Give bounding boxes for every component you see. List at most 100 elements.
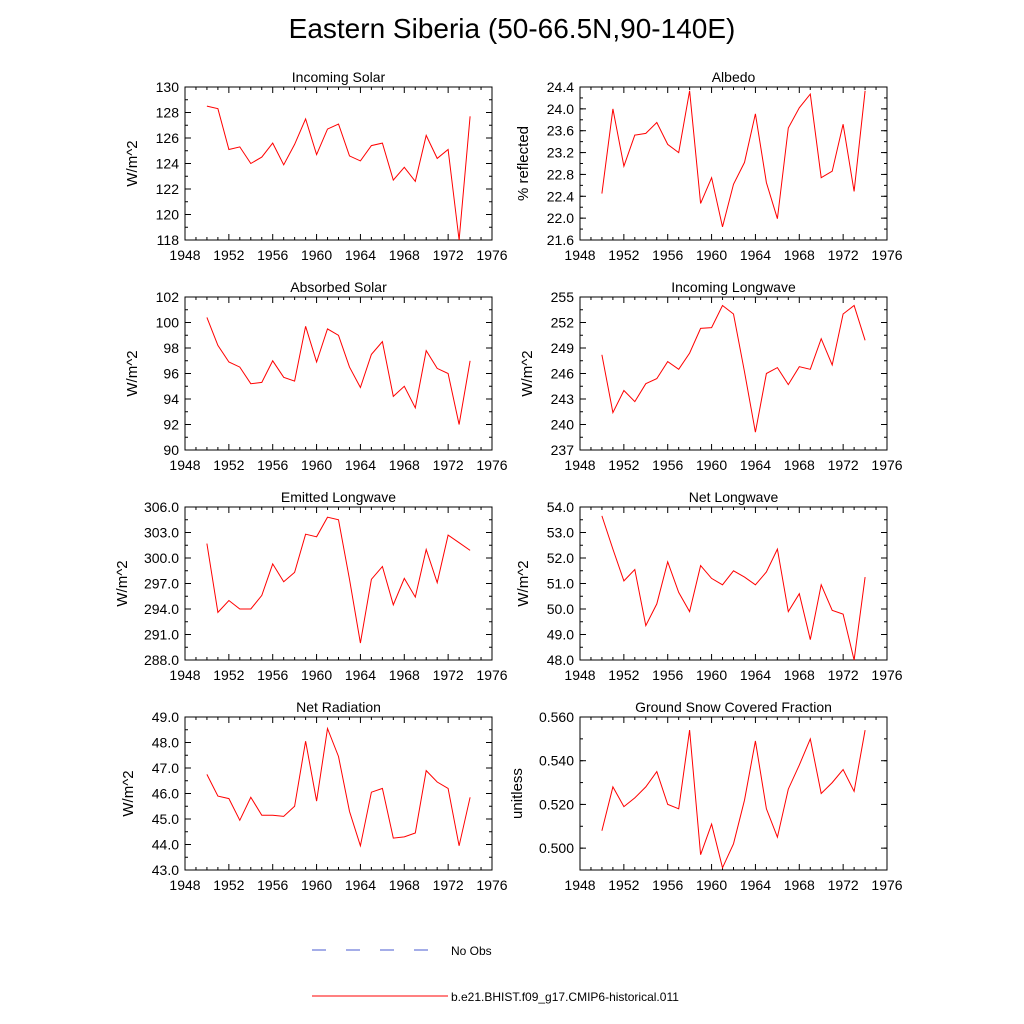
net-radiation-x-tick-label: 1976: [476, 877, 507, 893]
absorbed-solar-y-tick-label: 94: [163, 391, 179, 407]
albedo-y-tick-label: 22.4: [547, 188, 574, 204]
ground-snow-covered-fraction-plot-frame: [579, 716, 888, 871]
incoming-longwave-x-tick-label: 1960: [696, 457, 727, 473]
incoming-longwave-y-tick-label: 237: [551, 442, 575, 458]
emitted-longwave-x-tick-label: 1952: [213, 667, 244, 683]
emitted-longwave-x-tick-label: 1960: [301, 667, 332, 683]
absorbed-solar-x-tick-label: 1952: [213, 457, 244, 473]
absorbed-solar-y-tick-label: 90: [163, 442, 179, 458]
absorbed-solar-panel: Absorbed Solar 1948 1952 1956 1960 1964 1968 19…: [124, 279, 508, 473]
incoming-solar-x-tick-label: 1960: [301, 247, 332, 263]
net-longwave-x-tick-label: 1964: [740, 667, 771, 683]
albedo-y-axis-label: % reflected: [515, 126, 532, 201]
incoming-longwave-title: Incoming Longwave: [671, 279, 796, 295]
ground-snow-covered-fraction-x-tick-label: 1964: [740, 877, 771, 893]
absorbed-solar-x-tick-label: 1960: [301, 457, 332, 473]
incoming-longwave-y-tick-label: 243: [551, 391, 575, 407]
incoming-solar-y-axis-label: W/m^2: [124, 140, 141, 186]
incoming-solar-y-tick-label: 126: [156, 130, 180, 146]
emitted-longwave-panel: Emitted Longwave 1948 1952 1956 1960 1964 1968…: [114, 489, 508, 683]
emitted-longwave-y-tick-label: 288.0: [144, 652, 179, 668]
albedo-panel: Albedo 1948 1952 1956 1960 1964 1968 1972 1976 21…: [515, 69, 903, 263]
emitted-longwave-x-tick-label: 1956: [257, 667, 288, 683]
incoming-solar-y-tick-label: 118: [157, 232, 180, 248]
albedo-y-tick-label: 24.0: [547, 101, 574, 117]
albedo-series-line: [601, 90, 866, 228]
ground-snow-covered-fraction-y-tick-label: 0.560: [539, 709, 574, 725]
net-longwave-y-tick-label: 50.0: [547, 601, 574, 617]
emitted-longwave-series-line: [206, 516, 471, 644]
incoming-solar-x-tick-label: 1976: [476, 247, 507, 263]
absorbed-solar-x-tick-label: 1976: [476, 457, 507, 473]
ground-snow-covered-fraction-x-tick-label: 1968: [784, 877, 815, 893]
albedo-y-tick-label: 24.4: [547, 79, 574, 95]
net-radiation-title: Net Radiation: [296, 699, 381, 715]
absorbed-solar-y-tick-label: 96: [163, 366, 179, 382]
absorbed-solar-x-tick-label: 1948: [169, 457, 200, 473]
incoming-solar-x-tick-label: 1972: [433, 247, 464, 263]
emitted-longwave-y-tick-label: 297.0: [144, 576, 179, 592]
net-radiation-x-tick-label: 1948: [169, 877, 200, 893]
incoming-longwave-x-tick-label: 1972: [828, 457, 859, 473]
ground-snow-covered-fraction-x-tick-label: 1952: [608, 877, 639, 893]
incoming-solar-y-tick-label: 124: [156, 156, 180, 172]
net-longwave-series-line: [601, 515, 866, 661]
albedo-x-tick-label: 1956: [652, 247, 683, 263]
emitted-longwave-x-tick-label: 1968: [389, 667, 420, 683]
incoming-solar-x-tick-label: 1956: [257, 247, 288, 263]
net-radiation-y-tick-label: 43.0: [152, 862, 179, 878]
albedo-title: Albedo: [712, 69, 756, 85]
ground-snow-covered-fraction-series-line: [601, 730, 866, 870]
net-longwave-y-tick-label: 53.0: [547, 525, 574, 541]
albedo-y-tick-label: 22.0: [547, 210, 574, 226]
incoming-solar-plot-frame: [184, 86, 493, 241]
net-longwave-x-tick-label: 1972: [828, 667, 859, 683]
incoming-longwave-y-tick-label: 252: [551, 315, 575, 331]
net-longwave-y-tick-label: 51.0: [547, 576, 574, 592]
albedo-x-tick-label: 1948: [564, 247, 595, 263]
net-longwave-panel: Net Longwave 1948 1952 1956 1960 1964 1968 1972…: [515, 489, 903, 683]
ground-snow-covered-fraction-y-axis-label: unitless: [509, 768, 526, 819]
net-longwave-x-tick-label: 1976: [871, 667, 902, 683]
incoming-longwave-y-axis-label: W/m^2: [519, 350, 536, 396]
panels-group: Incoming Solar 1948 1952 1956 1960 1964 1968 19…: [114, 69, 903, 893]
ground-snow-covered-fraction-x-tick-label: 1976: [871, 877, 902, 893]
emitted-longwave-x-tick-label: 1964: [345, 667, 376, 683]
incoming-solar-y-tick-label: 120: [156, 207, 180, 223]
albedo-y-tick-label: 21.6: [547, 232, 574, 248]
emitted-longwave-x-tick-label: 1976: [476, 667, 507, 683]
net-radiation-panel: Net Radiation 1948 1952 1956 1960 1964 1968 197…: [120, 699, 508, 893]
incoming-solar-x-tick-label: 1952: [213, 247, 244, 263]
emitted-longwave-y-axis-label: W/m^2: [114, 560, 131, 606]
net-longwave-y-tick-label: 54.0: [547, 499, 574, 515]
incoming-solar-title: Incoming Solar: [292, 69, 386, 85]
ground-snow-covered-fraction-y-tick-label: 0.500: [539, 840, 574, 856]
incoming-longwave-x-tick-label: 1964: [740, 457, 771, 473]
legend-obs-label: No Obs: [451, 944, 492, 958]
absorbed-solar-series-line: [206, 317, 471, 425]
net-radiation-y-tick-label: 45.0: [152, 811, 179, 827]
net-radiation-x-tick-label: 1956: [257, 877, 288, 893]
incoming-solar-panel: Incoming Solar 1948 1952 1956 1960 1964 1968 19…: [124, 69, 508, 263]
net-longwave-x-tick-label: 1960: [696, 667, 727, 683]
absorbed-solar-y-axis-label: W/m^2: [124, 350, 141, 396]
net-radiation-y-tick-label: 48.0: [152, 735, 179, 751]
incoming-longwave-series-line: [601, 304, 866, 433]
incoming-solar-series-line: [206, 105, 471, 241]
incoming-longwave-y-tick-label: 255: [551, 289, 575, 305]
incoming-solar-x-tick-label: 1948: [169, 247, 200, 263]
absorbed-solar-plot-frame: [184, 296, 493, 451]
emitted-longwave-x-tick-label: 1972: [433, 667, 464, 683]
absorbed-solar-x-tick-label: 1972: [433, 457, 464, 473]
net-radiation-x-tick-label: 1960: [301, 877, 332, 893]
ground-snow-covered-fraction-panel: Ground Snow Covered Fraction 1948 1952 1956…: [509, 699, 903, 893]
emitted-longwave-title: Emitted Longwave: [281, 489, 396, 505]
absorbed-solar-title: Absorbed Solar: [290, 279, 387, 295]
albedo-x-tick-label: 1968: [784, 247, 815, 263]
ground-snow-covered-fraction-x-tick-label: 1960: [696, 877, 727, 893]
emitted-longwave-y-tick-label: 291.0: [144, 627, 179, 643]
albedo-x-tick-label: 1972: [828, 247, 859, 263]
albedo-x-tick-label: 1964: [740, 247, 771, 263]
albedo-x-tick-label: 1960: [696, 247, 727, 263]
